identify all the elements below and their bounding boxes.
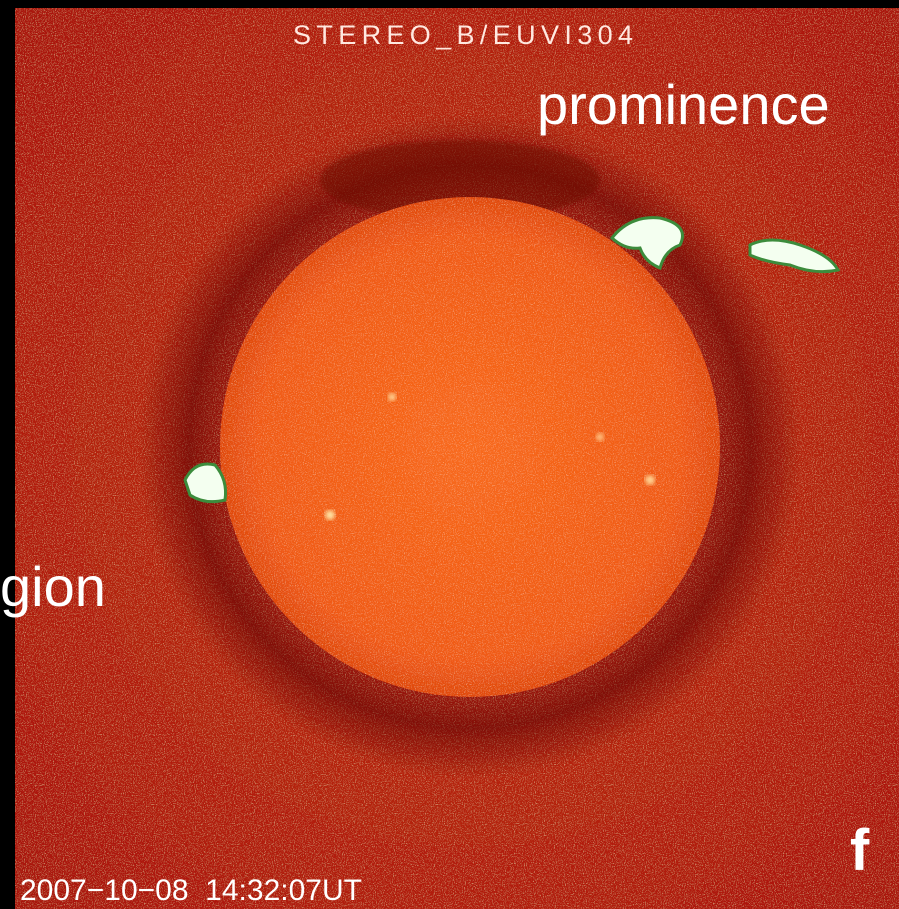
bright-point bbox=[645, 475, 655, 485]
bright-point bbox=[325, 510, 335, 520]
annotation: prominence bbox=[537, 73, 830, 136]
timestamp: 2007−10−08 14:32:07UT bbox=[20, 874, 362, 907]
bright-point bbox=[596, 433, 604, 441]
panel-letter: f bbox=[850, 818, 870, 883]
bright-point bbox=[388, 393, 396, 401]
annotation: gion bbox=[0, 555, 106, 618]
solar-image-panel: STEREO_B/EUVI304 prominence gion f 2007−… bbox=[0, 0, 899, 909]
instrument-label: STEREO_B/EUVI304 bbox=[293, 20, 633, 50]
prominence-blob bbox=[185, 464, 226, 502]
sun-disk bbox=[220, 197, 720, 697]
page: {"image": { "instrument_label": "STEREO_… bbox=[0, 0, 899, 909]
